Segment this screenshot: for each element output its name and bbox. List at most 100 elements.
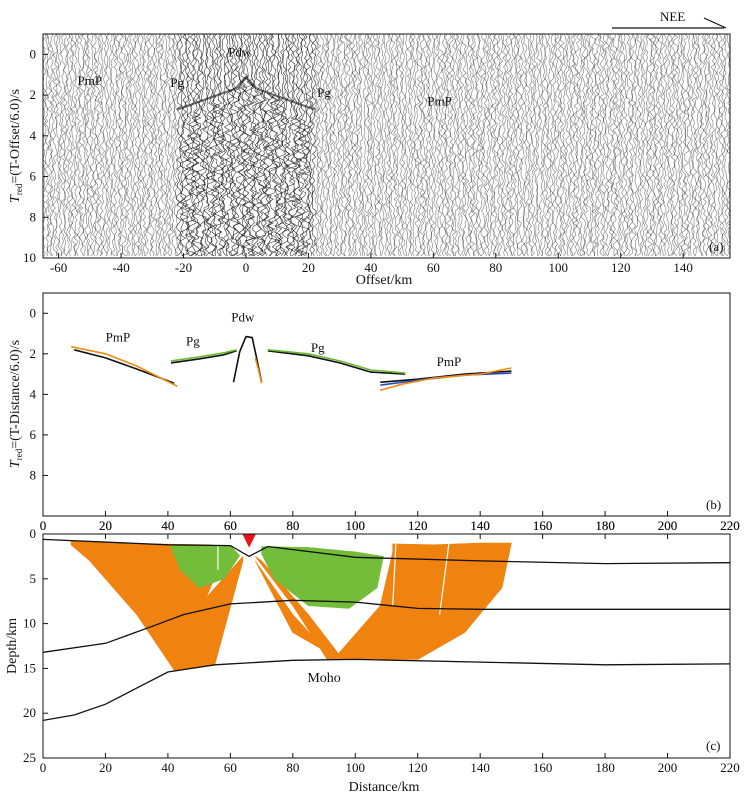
x-tick-label: 200 bbox=[658, 518, 678, 533]
seismic-trace bbox=[211, 34, 226, 257]
seismic-trace bbox=[501, 34, 507, 257]
seismic-trace bbox=[144, 34, 151, 257]
ray-seam bbox=[392, 543, 397, 606]
traveltime-curve bbox=[232, 335, 263, 383]
seismic-trace bbox=[440, 34, 447, 257]
seismic-trace bbox=[113, 34, 118, 257]
x-tick-label: -40 bbox=[112, 260, 129, 275]
seismic-trace bbox=[652, 34, 657, 257]
ray-seam bbox=[439, 542, 450, 615]
seismic-trace bbox=[348, 34, 354, 257]
seismic-trace bbox=[398, 34, 404, 257]
seismic-trace bbox=[132, 34, 137, 256]
seismic-trace bbox=[623, 34, 628, 257]
seismic-trace bbox=[585, 34, 592, 257]
seismic-trace bbox=[486, 34, 491, 257]
direction-arrow-head bbox=[703, 17, 727, 29]
x-tick-label: -60 bbox=[50, 260, 67, 275]
ray-paths bbox=[70, 539, 512, 671]
traveltime-curve bbox=[380, 367, 512, 392]
seismic-trace bbox=[570, 34, 576, 257]
seismic-trace bbox=[363, 34, 370, 257]
x-tick-label: 20 bbox=[302, 260, 315, 275]
seismic-trace bbox=[680, 34, 687, 257]
seismic-trace bbox=[176, 34, 183, 257]
seismic-trace bbox=[345, 34, 352, 257]
seismic-trace bbox=[435, 34, 441, 257]
seismic-trace bbox=[227, 34, 237, 257]
x-tick-label: 20 bbox=[99, 518, 112, 533]
seismic-trace bbox=[160, 34, 167, 257]
traveltime-curve bbox=[73, 349, 175, 384]
seismic-trace bbox=[110, 34, 116, 257]
x-tick-label-top: 20 bbox=[99, 518, 112, 533]
x-tick-label: 140 bbox=[470, 760, 490, 775]
seismic-trace bbox=[562, 34, 568, 257]
seismic-trace bbox=[44, 34, 50, 257]
seismic-trace bbox=[572, 34, 579, 257]
panel-c-ylabel: Depth/km bbox=[5, 618, 20, 674]
seismic-trace bbox=[704, 34, 711, 257]
seismic-trace bbox=[539, 34, 544, 257]
seismic-trace bbox=[251, 34, 261, 257]
y-tick-label: 2 bbox=[30, 87, 37, 102]
seismic-trace bbox=[488, 34, 493, 257]
seismic-trace bbox=[96, 34, 103, 257]
seismic-trace bbox=[308, 34, 314, 257]
panel-b-label: (b) bbox=[706, 497, 721, 512]
seismic-trace bbox=[609, 34, 616, 257]
seismic-trace bbox=[699, 34, 706, 257]
seismic-trace bbox=[46, 34, 53, 257]
seismic-trace bbox=[565, 34, 570, 257]
direction-indicator: NEE bbox=[612, 9, 727, 29]
seismic-trace bbox=[508, 34, 516, 257]
seismic-trace bbox=[134, 34, 140, 257]
seismic-trace bbox=[89, 34, 95, 257]
seismic-trace bbox=[689, 34, 694, 256]
x-tick-label: 140 bbox=[673, 260, 693, 275]
seismic-trace bbox=[459, 34, 465, 257]
x-tick-label-top: 0 bbox=[40, 518, 47, 533]
x-tick-label: 100 bbox=[346, 760, 366, 775]
panel-b-phase-labels: PmP Pg Pdw Pg PmP bbox=[106, 309, 462, 369]
seismic-trace bbox=[217, 34, 226, 257]
seismic-trace bbox=[583, 34, 590, 257]
panel-a-label: (a) bbox=[709, 239, 723, 254]
seismic-trace bbox=[374, 34, 381, 257]
seismic-trace bbox=[263, 34, 275, 257]
seismic-trace bbox=[286, 34, 299, 257]
phase-label: Pg bbox=[311, 340, 325, 355]
seismic-trace bbox=[445, 34, 452, 257]
seismic-trace bbox=[137, 34, 142, 257]
traveltime-curve bbox=[380, 372, 512, 386]
phase-label: PmP bbox=[437, 354, 462, 369]
seismic-trace bbox=[78, 34, 85, 257]
seismic-trace bbox=[372, 34, 377, 257]
x-tick-label: 140 bbox=[470, 518, 490, 533]
panel-b-ticks: 0 20 40 60 80 100 120 140 160 180 200 220 0 2 4 6 8 bbox=[30, 305, 740, 533]
panel-a-record-section: -60 -40 -20 0 20 40 60 80 100 120 140 0 2 4 6 8 10 PmP Pg… bbox=[8, 33, 731, 288]
panel-b-frame bbox=[42, 292, 731, 517]
x-tick-label: 100 bbox=[549, 260, 569, 275]
seismic-trace bbox=[630, 34, 637, 257]
seismic-trace bbox=[280, 34, 290, 257]
seismic-trace bbox=[171, 34, 177, 257]
seismic-trace bbox=[433, 34, 438, 257]
panel-c-ray-diagram: 0020204040606080801001001201201401401601… bbox=[5, 518, 740, 795]
seismic-trace bbox=[179, 34, 190, 257]
seismic-trace bbox=[102, 34, 108, 257]
seismic-trace bbox=[343, 34, 348, 257]
seismic-trace bbox=[150, 34, 156, 257]
seismic-trace bbox=[335, 34, 340, 257]
seismic-trace bbox=[528, 34, 533, 257]
seismic-trace bbox=[525, 34, 531, 257]
x-tick-label: 200 bbox=[658, 760, 678, 775]
seismic-trace bbox=[255, 34, 268, 257]
seismic-trace bbox=[437, 34, 444, 257]
seismic-trace bbox=[210, 34, 221, 257]
seismic-trace bbox=[311, 34, 317, 257]
seismic-trace bbox=[327, 34, 333, 257]
seismic-trace bbox=[76, 34, 82, 257]
